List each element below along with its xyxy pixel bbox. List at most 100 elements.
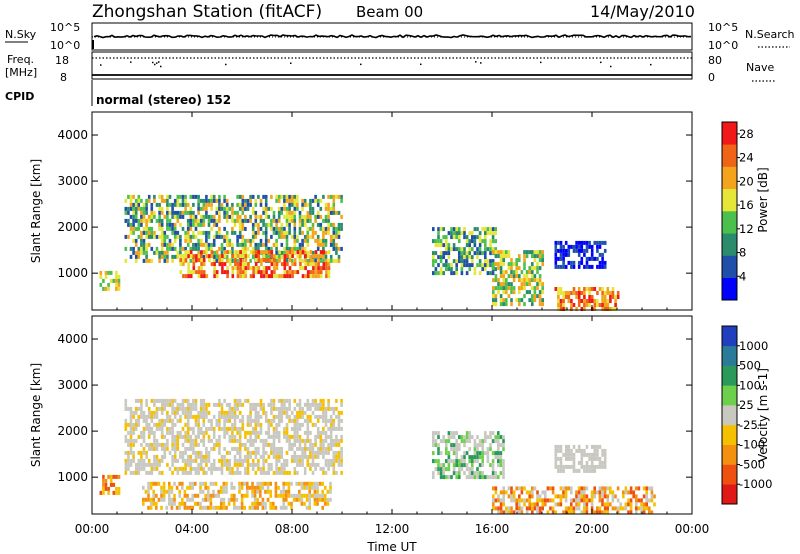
data-cell <box>254 198 258 203</box>
data-cell <box>145 450 148 455</box>
data-cell <box>249 194 252 199</box>
data-cell <box>653 494 656 499</box>
data-cell <box>197 258 201 263</box>
data-cell <box>238 450 242 455</box>
data-cell <box>160 434 164 439</box>
data-cell <box>322 230 325 235</box>
data-cell <box>181 410 185 415</box>
data-cell <box>478 231 482 236</box>
data-cell <box>314 270 318 275</box>
data-cell <box>155 466 159 471</box>
data-cell <box>147 414 151 419</box>
data-cell <box>559 244 563 249</box>
data-cell <box>312 266 315 271</box>
data-cell <box>285 458 289 463</box>
data-cell <box>301 458 304 463</box>
data-cell <box>127 458 130 463</box>
data-cell <box>262 454 265 459</box>
data-cell <box>233 414 237 419</box>
data-cell <box>186 446 190 451</box>
data-cell <box>220 462 224 467</box>
data-cell <box>254 462 258 467</box>
data-cell <box>278 250 281 255</box>
data-cell <box>155 446 159 451</box>
data-cell <box>173 446 177 451</box>
data-cell <box>205 402 208 407</box>
data-cell <box>590 244 594 249</box>
data-cell <box>204 485 207 490</box>
data-cell <box>189 454 193 459</box>
data-cell <box>528 270 531 275</box>
data-cell <box>554 502 557 507</box>
freq-left-tick-bottom: 8 <box>60 71 67 84</box>
data-cell <box>246 462 250 467</box>
data-cell <box>132 218 135 223</box>
data-cell <box>171 258 174 263</box>
data-cell <box>452 451 456 456</box>
data-cell <box>160 442 164 447</box>
data-cell <box>233 222 237 227</box>
data-cell <box>199 238 203 243</box>
data-cell <box>491 227 495 232</box>
data-cell <box>450 271 453 276</box>
data-cell <box>478 475 482 480</box>
data-cell <box>238 489 241 494</box>
data-cell <box>327 230 330 235</box>
data-cell <box>327 218 330 223</box>
data-cell <box>168 418 172 423</box>
data-cell <box>254 418 258 423</box>
data-cell <box>559 460 563 465</box>
data-cell <box>228 426 232 431</box>
data-cell <box>486 435 490 440</box>
data-cell <box>642 494 646 499</box>
data-cell <box>129 214 133 219</box>
data-cell <box>244 198 247 203</box>
data-cell <box>277 210 281 215</box>
data-cell <box>518 290 521 295</box>
data-cell <box>220 234 224 239</box>
data-cell <box>499 455 503 460</box>
data-cell <box>570 506 573 511</box>
data-cell <box>298 426 302 431</box>
data-cell <box>228 470 232 475</box>
data-cell <box>251 210 255 215</box>
data-cell <box>332 450 336 455</box>
data-cell <box>277 206 281 211</box>
data-cell <box>557 494 560 499</box>
nsearch-label: N.Search <box>745 28 795 41</box>
data-cell <box>194 422 198 427</box>
data-cell <box>194 481 197 486</box>
data-cell <box>238 481 241 486</box>
data-cell <box>497 431 500 436</box>
data-cell <box>218 230 221 235</box>
data-cell <box>491 471 495 476</box>
data-cell <box>187 250 190 255</box>
data-cell <box>337 450 341 455</box>
data-cell <box>554 460 558 465</box>
data-cell <box>152 497 155 502</box>
data-cell <box>267 466 271 471</box>
data-cell <box>329 489 332 494</box>
data-cell <box>335 398 338 403</box>
data-cell <box>593 464 597 469</box>
data-cell <box>309 218 312 223</box>
data-cell <box>596 490 599 495</box>
data-cell <box>254 230 258 235</box>
data-cell <box>478 443 482 448</box>
colorbar-tick-label: 12 <box>739 222 754 236</box>
data-cell <box>171 458 174 463</box>
data-cell <box>314 258 317 263</box>
data-cell <box>463 451 466 456</box>
data-cell <box>257 194 260 199</box>
data-cell <box>434 251 438 256</box>
data-cell <box>616 295 620 299</box>
data-cell <box>606 291 610 295</box>
data-cell <box>184 446 187 451</box>
data-cell <box>147 442 151 447</box>
data-cell <box>210 198 213 203</box>
data-cell <box>324 230 328 235</box>
data-cell <box>309 270 313 275</box>
data-cell <box>257 214 260 219</box>
data-cell <box>546 486 550 491</box>
data-cell <box>215 402 219 407</box>
